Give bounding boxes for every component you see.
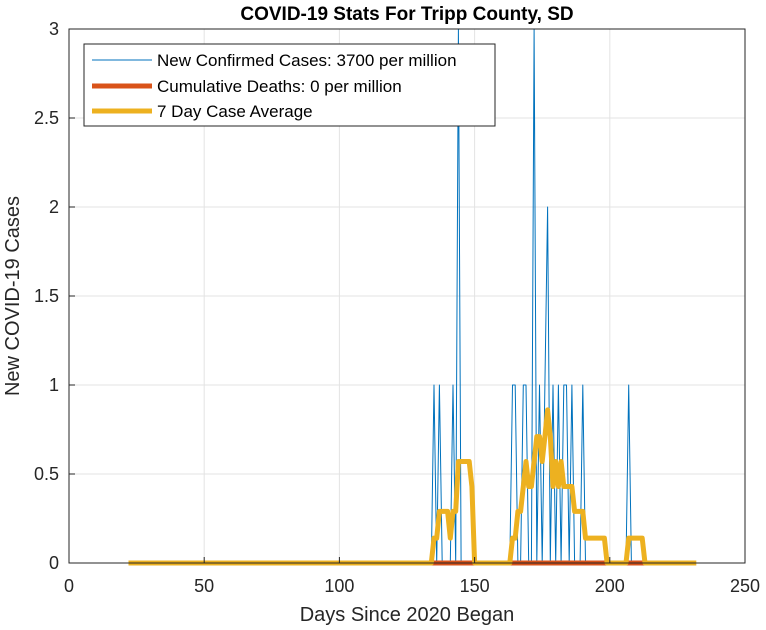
legend-entry-cumulative-deaths: Cumulative Deaths: 0 per million — [157, 77, 402, 96]
legend: New Confirmed Cases: 3700 per million Cu… — [83, 43, 496, 127]
legend-entry-new-cases: New Confirmed Cases: 3700 per million — [157, 51, 457, 70]
x-tick-label: 200 — [595, 576, 625, 596]
y-tick-label: 2 — [49, 197, 59, 217]
x-tick-label: 100 — [324, 576, 354, 596]
legend-entry-7-day-average: 7 Day Case Average — [157, 102, 313, 121]
y-axis-label: New COVID-19 Cases — [2, 196, 24, 396]
y-tick-label: 1 — [49, 375, 59, 395]
legend-box — [83, 43, 496, 127]
x-tick-label: 50 — [194, 576, 214, 596]
y-tick-label: 3 — [49, 19, 59, 39]
y-tick-label: 0.5 — [34, 464, 59, 484]
x-tick-label: 150 — [460, 576, 490, 596]
x-tick-label: 0 — [64, 576, 74, 596]
chart-title: COVID-19 Stats For Tripp County, SD — [240, 4, 573, 25]
x-axis-label: Days Since 2020 Began — [300, 604, 515, 626]
y-tick-label: 2.5 — [34, 108, 59, 128]
x-tick-label: 250 — [730, 576, 760, 596]
y-tick-label: 1.5 — [34, 286, 59, 306]
y-axis: 0 0.5 1 1.5 2 2.5 3 — [34, 19, 75, 573]
y-tick-label: 0 — [49, 553, 59, 573]
x-axis: 0 50 100 150 200 250 — [64, 557, 760, 596]
